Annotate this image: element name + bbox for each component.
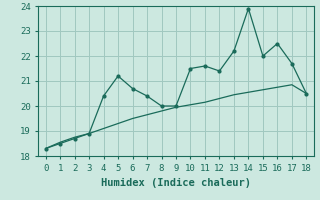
X-axis label: Humidex (Indice chaleur): Humidex (Indice chaleur) xyxy=(101,178,251,188)
